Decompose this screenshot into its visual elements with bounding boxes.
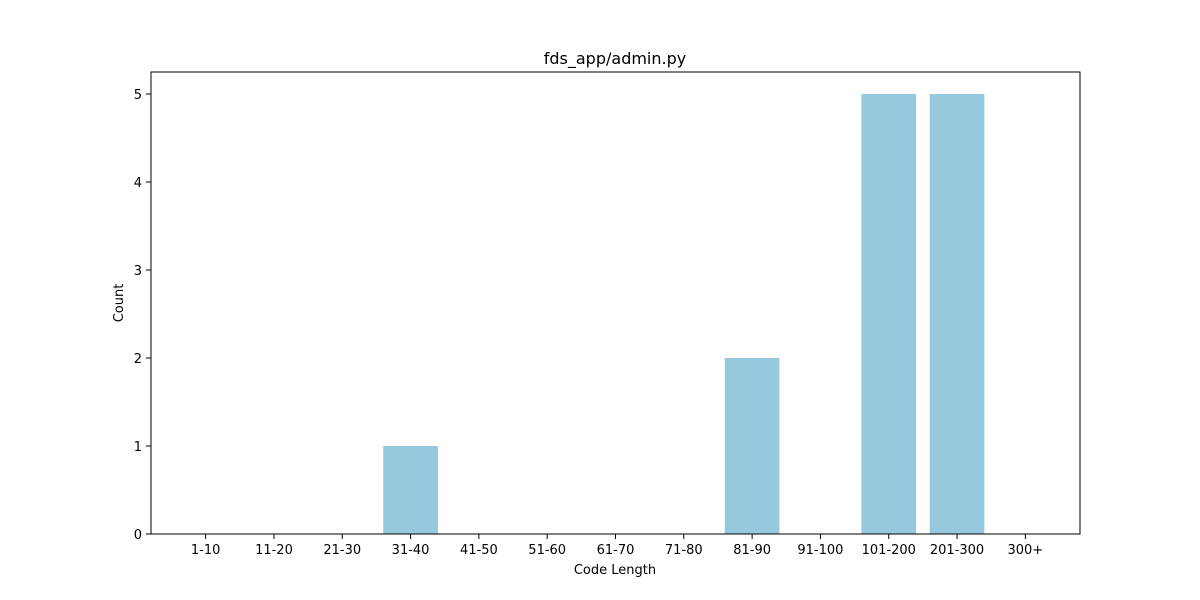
x-axis-label: Code Length: [574, 563, 656, 578]
bar-101-200: [861, 94, 917, 534]
x-tick-label: 31-40: [392, 543, 430, 558]
x-axis: 1-10 11-20 21-30 31-40 41-50 51-60 61-70 71-80 8…: [191, 534, 1043, 558]
x-tick-label: 51-60: [528, 543, 566, 558]
bars-layer: [383, 94, 985, 534]
y-tick-label: 5: [134, 88, 142, 103]
bar-81-90: [724, 358, 780, 534]
x-tick-label: 41-50: [460, 543, 498, 558]
x-tick-label: 81-90: [733, 543, 771, 558]
x-tick-label: 201-300: [930, 543, 984, 558]
x-tick-label: 21-30: [323, 543, 361, 558]
y-axis: 0 1 2 3 4 5: [134, 88, 151, 543]
x-tick-label: 61-70: [597, 543, 635, 558]
x-tick-label: 300+: [1007, 543, 1043, 558]
y-tick-label: 3: [134, 264, 142, 279]
y-tick-label: 2: [134, 352, 142, 367]
y-tick-label: 4: [134, 176, 142, 191]
chart-title: fds_app/admin.py: [544, 49, 686, 69]
y-tick-label: 1: [134, 440, 142, 455]
y-axis-label: Count: [112, 284, 127, 323]
bar-201-300: [929, 94, 985, 534]
y-tick-label: 0: [134, 528, 142, 543]
x-tick-label: 101-200: [862, 543, 916, 558]
x-tick-label: 1-10: [191, 543, 221, 558]
x-tick-label: 71-80: [665, 543, 703, 558]
x-tick-label: 91-100: [797, 543, 843, 558]
bar-31-40: [383, 446, 438, 534]
x-tick-label: 11-20: [255, 543, 293, 558]
